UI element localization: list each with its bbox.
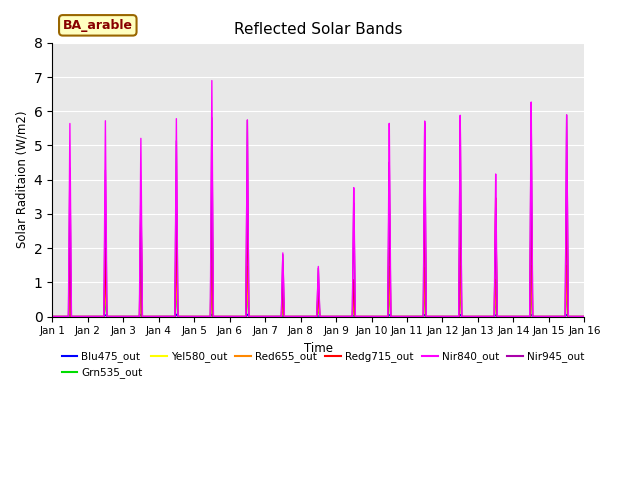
Nir945_out — [300, 313, 308, 319]
Title: Reflected Solar Bands: Reflected Solar Bands — [234, 23, 403, 37]
Line: Grn535_out: Grn535_out — [52, 288, 584, 316]
Redg715_out — [552, 313, 559, 319]
Yel580_out — [300, 313, 308, 319]
Nir945_out — [580, 313, 588, 319]
Nir945_out — [558, 313, 566, 319]
Redg715_out — [300, 313, 308, 319]
Blu475_out — [558, 313, 566, 319]
Red655_out — [48, 313, 56, 319]
Nir945_out — [552, 313, 559, 319]
Blu475_out — [437, 313, 445, 319]
Text: BA_arable: BA_arable — [63, 19, 132, 32]
Line: Redg715_out: Redg715_out — [52, 195, 584, 316]
X-axis label: Time: Time — [304, 342, 333, 355]
Red655_out — [437, 313, 445, 319]
Yel580_out — [552, 313, 559, 319]
Red655_out — [558, 313, 566, 319]
Redg715_out — [229, 313, 237, 319]
Blu475_out — [580, 313, 588, 319]
Grn535_out — [137, 285, 145, 290]
Redg715_out — [452, 313, 460, 319]
Blu475_out — [452, 313, 460, 319]
Line: Nir840_out: Nir840_out — [52, 81, 584, 316]
Yel580_out — [580, 313, 588, 319]
Yel580_out — [48, 313, 56, 319]
Yel580_out — [452, 313, 460, 319]
Line: Yel580_out: Yel580_out — [52, 274, 584, 316]
Red655_out — [137, 256, 145, 262]
Grn535_out — [48, 313, 56, 319]
Nir840_out — [580, 313, 588, 319]
Nir945_out — [437, 313, 445, 319]
Nir840_out — [552, 313, 559, 319]
Red655_out — [580, 313, 588, 319]
Line: Nir945_out: Nir945_out — [52, 115, 584, 316]
Line: Blu475_out: Blu475_out — [52, 314, 584, 316]
Grn535_out — [580, 313, 588, 319]
Grn535_out — [229, 313, 237, 319]
Nir840_out — [48, 313, 56, 319]
Grn535_out — [558, 313, 566, 319]
Redg715_out — [48, 313, 56, 319]
Nir945_out — [229, 313, 237, 319]
Blu475_out — [229, 313, 237, 319]
Nir840_out — [208, 78, 216, 84]
Blu475_out — [552, 313, 559, 319]
Red655_out — [300, 313, 308, 319]
Blu475_out — [300, 313, 308, 319]
Nir945_out — [452, 313, 460, 319]
Redg715_out — [558, 313, 566, 319]
Yel580_out — [558, 313, 566, 319]
Yel580_out — [229, 313, 237, 319]
Grn535_out — [452, 313, 460, 319]
Redg715_out — [580, 313, 588, 319]
Redg715_out — [437, 313, 445, 319]
Blu475_out — [137, 311, 145, 317]
Yel580_out — [137, 271, 145, 277]
Nir840_out — [437, 313, 445, 319]
Red655_out — [452, 313, 460, 319]
Line: Red655_out: Red655_out — [52, 259, 584, 316]
Blu475_out — [48, 313, 56, 319]
Nir840_out — [300, 313, 308, 319]
Nir945_out — [48, 313, 56, 319]
Redg715_out — [563, 192, 570, 198]
Grn535_out — [437, 313, 445, 319]
Legend: Blu475_out, Grn535_out, Yel580_out, Red655_out, Redg715_out, Nir840_out, Nir945_: Blu475_out, Grn535_out, Yel580_out, Red6… — [58, 347, 589, 383]
Grn535_out — [552, 313, 559, 319]
Red655_out — [229, 313, 237, 319]
Y-axis label: Solar Raditaion (W/m2): Solar Raditaion (W/m2) — [15, 111, 28, 248]
Nir840_out — [452, 313, 460, 319]
Nir840_out — [558, 313, 566, 319]
Nir945_out — [563, 112, 570, 118]
Red655_out — [552, 313, 559, 319]
Nir840_out — [229, 313, 237, 319]
Yel580_out — [437, 313, 445, 319]
Grn535_out — [300, 313, 308, 319]
